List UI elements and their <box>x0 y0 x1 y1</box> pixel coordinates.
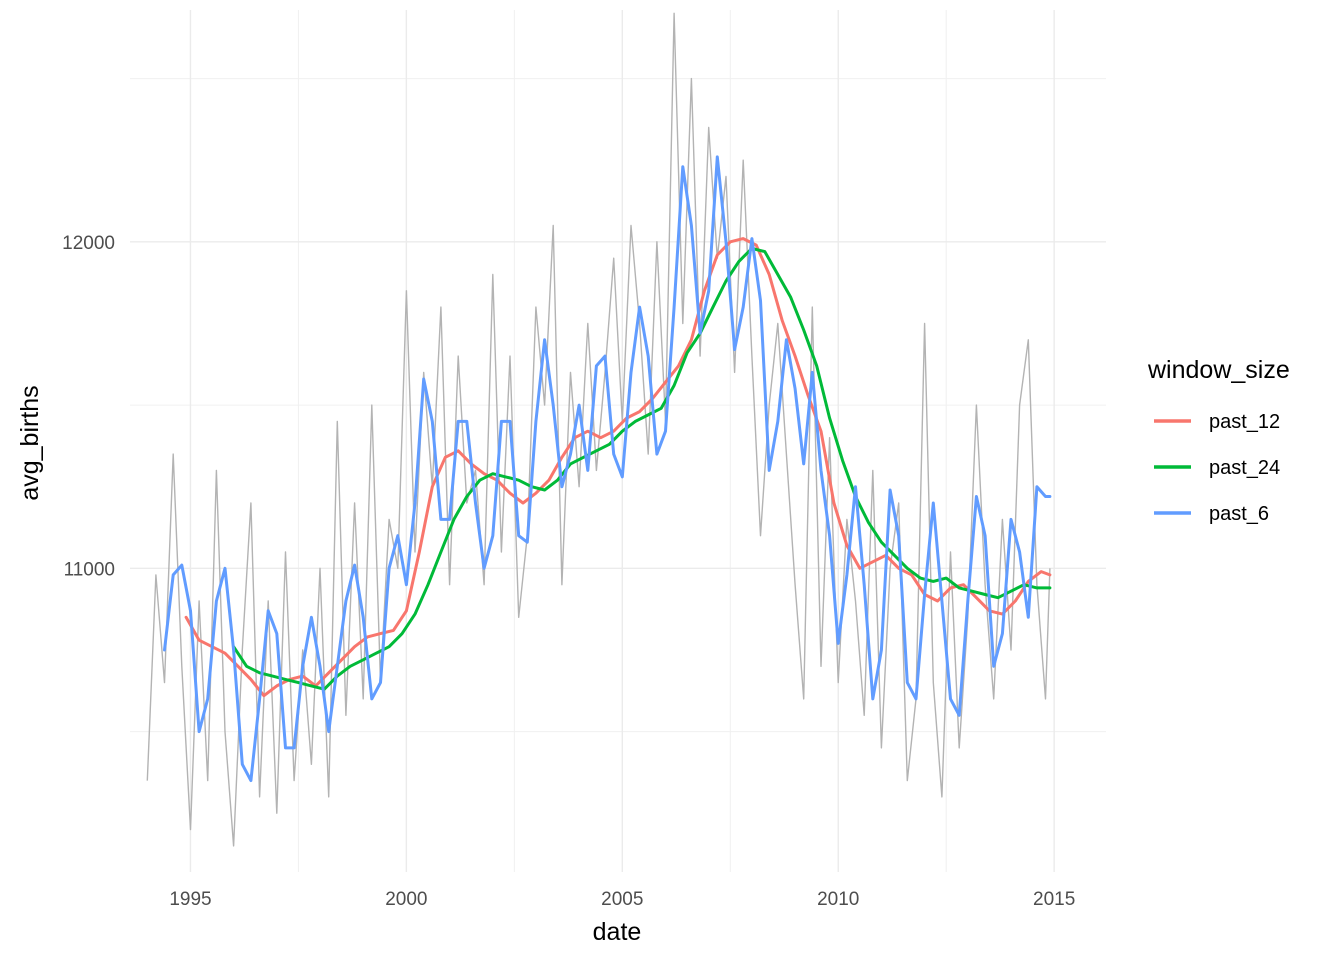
grid-major-lines <box>130 10 1106 872</box>
series-line-past-6 <box>163 155 1052 783</box>
x-tick-label: 2000 <box>385 889 427 910</box>
series-line-past-24 <box>232 246 1052 691</box>
x-tick-label: 2015 <box>1033 889 1075 910</box>
y-tick-label: 12000 <box>62 233 115 254</box>
legend: window_size past_12 past_24 past_6 <box>1147 356 1290 525</box>
y-tick-labels: 11000 12000 <box>62 233 115 581</box>
legend-title: window_size <box>1147 356 1290 384</box>
x-axis-title: date <box>593 918 642 946</box>
series-layer <box>163 155 1052 783</box>
x-tick-label: 2005 <box>601 889 643 910</box>
y-axis-title: avg_births <box>16 385 44 500</box>
y-tick-label: 11000 <box>64 559 115 580</box>
legend-label-past-24: past_24 <box>1209 457 1280 479</box>
x-tick-label: 2010 <box>817 889 859 910</box>
legend-label-past-12: past_12 <box>1209 411 1280 433</box>
series-line-past-12 <box>184 237 1052 698</box>
x-tick-labels: 1995 2000 2005 2010 2015 <box>169 889 1075 910</box>
legend-label-past-6: past_6 <box>1209 503 1269 525</box>
x-tick-label: 1995 <box>169 889 211 910</box>
